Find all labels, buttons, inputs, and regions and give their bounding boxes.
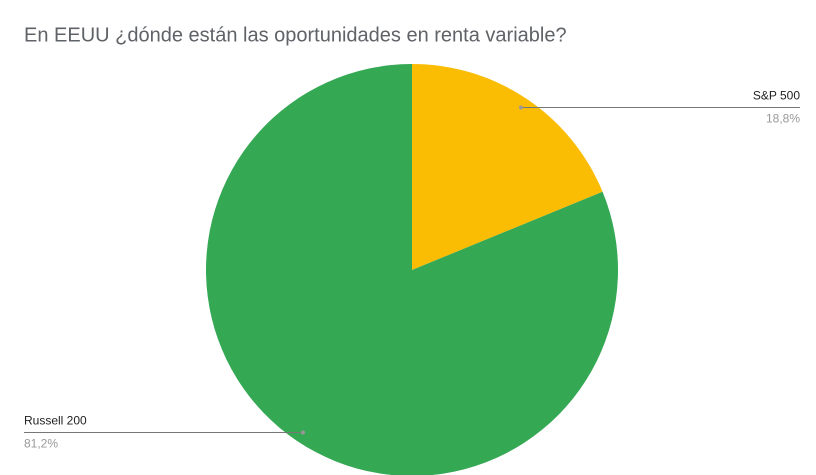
legend-label: Russell 200 [24, 414, 87, 428]
leader-dot [301, 430, 306, 435]
value-label: 81,2% [24, 437, 58, 451]
leader-dot [518, 105, 523, 110]
value-label: 18,8% [766, 112, 800, 126]
pie-slice [206, 64, 618, 475]
chart-title: En EEUU ¿dónde están las oportunidades e… [24, 24, 567, 46]
pie-slice [412, 64, 603, 270]
legend-label: S&P 500 [753, 89, 800, 103]
